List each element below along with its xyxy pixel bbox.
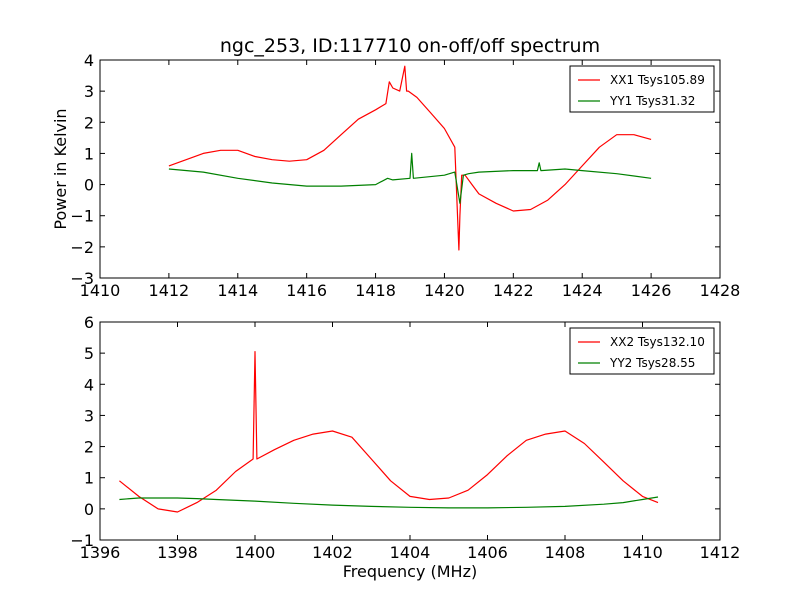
series-line-xx2 bbox=[119, 351, 659, 513]
x-tick-label: 1408 bbox=[545, 543, 586, 562]
y-tick-label: 0 bbox=[84, 176, 94, 195]
x-tick-label: 1414 bbox=[217, 281, 258, 300]
x-tick-label: 1426 bbox=[631, 281, 672, 300]
series-line-xx1 bbox=[168, 65, 652, 251]
x-tick-label: 1412 bbox=[149, 281, 190, 300]
y-tick-label: 6 bbox=[84, 313, 94, 332]
x-tick-label: 1404 bbox=[390, 543, 431, 562]
x-tick-label: 1428 bbox=[700, 281, 741, 300]
x-tick-label: 1416 bbox=[286, 281, 327, 300]
x-tick-label: 1400 bbox=[235, 543, 276, 562]
y-tick-label: 5 bbox=[84, 344, 94, 363]
x-tick-label: 1410 bbox=[80, 281, 121, 300]
series-line-yy1 bbox=[168, 152, 652, 204]
y-tick-label: 0 bbox=[84, 500, 94, 519]
legend-box bbox=[569, 327, 715, 375]
x-tick-label: 1422 bbox=[493, 281, 534, 300]
x-tick-label: 1424 bbox=[562, 281, 603, 300]
y-tick-label: 3 bbox=[84, 82, 94, 101]
x-tick-label: 1410 bbox=[622, 543, 663, 562]
legend-entry-label: YY1 Tsys31.32 bbox=[609, 94, 695, 108]
y-axis-label: Power in Kelvin bbox=[51, 108, 70, 229]
axes-frame bbox=[99, 59, 721, 279]
legend-box bbox=[569, 65, 715, 113]
y-tick-label: 4 bbox=[84, 51, 94, 70]
x-tick-label: 1420 bbox=[424, 281, 465, 300]
x-tick-label: 1402 bbox=[312, 543, 353, 562]
y-tick-label: 3 bbox=[84, 406, 94, 425]
y-tick-label: 2 bbox=[84, 438, 94, 457]
legend-entry-label: XX2 Tsys132.10 bbox=[610, 335, 705, 349]
y-tick-label: −1 bbox=[70, 207, 94, 226]
x-tick-label: 1396 bbox=[80, 543, 121, 562]
y-tick-label: −1 bbox=[70, 531, 94, 550]
y-tick-label: 2 bbox=[84, 113, 94, 132]
chart-title: ngc_253, ID:117710 on-off/off spectrum bbox=[220, 35, 600, 57]
y-tick-label: −2 bbox=[70, 238, 94, 257]
series-line-yy2 bbox=[119, 496, 659, 509]
y-tick-label: 4 bbox=[84, 375, 94, 394]
x-axis-label: Frequency (MHz) bbox=[343, 562, 477, 581]
y-tick-label: 1 bbox=[84, 469, 94, 488]
x-tick-label: 1398 bbox=[157, 543, 198, 562]
legend-entry-label: YY2 Tsys28.55 bbox=[609, 356, 695, 370]
x-tick-label: 1406 bbox=[467, 543, 508, 562]
x-tick-label: 1418 bbox=[355, 281, 396, 300]
y-tick-label: 1 bbox=[84, 144, 94, 163]
y-tick-label: −3 bbox=[70, 269, 94, 288]
x-tick-label: 1412 bbox=[700, 543, 741, 562]
legend-entry-label: XX1 Tsys105.89 bbox=[610, 73, 705, 87]
